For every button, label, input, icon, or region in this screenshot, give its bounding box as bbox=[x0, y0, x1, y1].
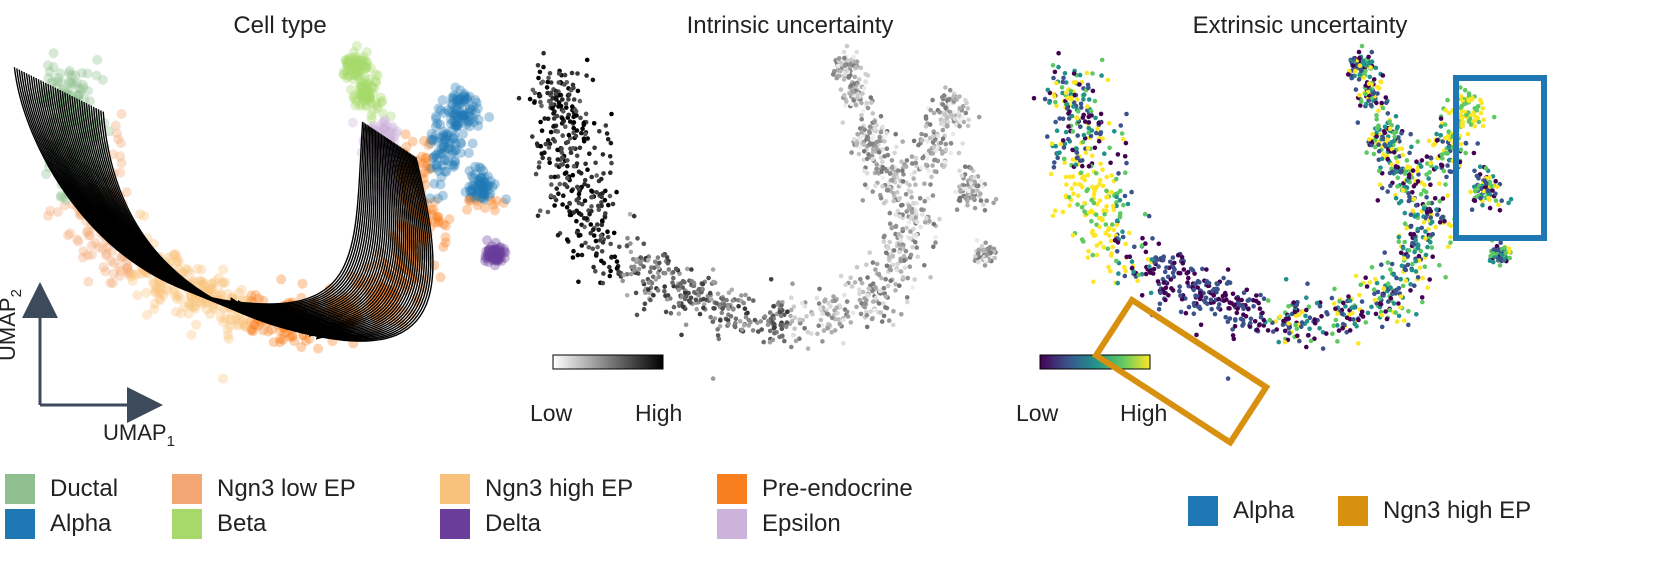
legend-swatch bbox=[717, 474, 747, 504]
legend-swatch bbox=[172, 474, 202, 504]
legend-label: Ngn3 high EP bbox=[485, 475, 634, 502]
umap-x-label: UMAP1 bbox=[103, 420, 175, 450]
legend-swatch bbox=[717, 509, 747, 539]
velocity-streamlines bbox=[13, 67, 434, 342]
intrinsic-colorbar bbox=[552, 354, 664, 370]
legend-item-ngn3-high-ep: Ngn3 high EP bbox=[440, 474, 633, 504]
legend-label: Epsilon bbox=[762, 510, 841, 537]
legend-swatch bbox=[172, 509, 202, 539]
legend-swatch bbox=[1188, 496, 1218, 526]
highlight-legend-alpha: Alpha bbox=[1188, 496, 1294, 526]
legend-label: Ductal bbox=[50, 475, 119, 502]
legend-label: Pre-endocrine bbox=[762, 475, 913, 502]
legend-swatch bbox=[5, 474, 35, 504]
alpha-highlight-box bbox=[1453, 75, 1547, 241]
legend-swatch bbox=[440, 474, 470, 504]
legend-label: Ngn3 low EP bbox=[217, 475, 356, 502]
cell-type-title: Cell type bbox=[233, 12, 327, 39]
intrinsic-colorbar-low-label: Low bbox=[530, 400, 573, 426]
legend-label: Alpha bbox=[1233, 497, 1295, 524]
legend-label: Alpha bbox=[50, 510, 112, 537]
legend-item-pre-endocrine: Pre-endocrine bbox=[717, 474, 913, 504]
extrinsic-colorbar-low-label: Low bbox=[1016, 400, 1059, 426]
legend-swatch bbox=[1338, 496, 1368, 526]
legend-label: Beta bbox=[217, 510, 267, 537]
legend-item-beta: Beta bbox=[172, 509, 266, 539]
ngn3-high-ep-highlight-box bbox=[1091, 295, 1271, 447]
legend-item-ductal: Ductal bbox=[5, 474, 118, 504]
highlight-legend-ngn3-high-ep: Ngn3 high EP bbox=[1338, 496, 1531, 526]
umap-figure bbox=[13, 41, 1547, 447]
legend-item-alpha: Alpha bbox=[5, 509, 111, 539]
legend-label: Delta bbox=[485, 510, 542, 537]
extrinsic-uncertainty-scatter bbox=[1031, 43, 1514, 381]
legend-swatch bbox=[440, 509, 470, 539]
extrinsic-uncertainty-title: Extrinsic uncertainty bbox=[1192, 12, 1408, 39]
intrinsic-colorbar-high-label: High bbox=[635, 400, 683, 426]
legend-item-ngn3-low-ep: Ngn3 low EP bbox=[172, 474, 356, 504]
extrinsic-colorbar-high-label: High bbox=[1120, 400, 1168, 426]
legend-swatch bbox=[5, 509, 35, 539]
intrinsic-uncertainty-title: Intrinsic uncertainty bbox=[686, 12, 894, 39]
legend-item-delta: Delta bbox=[440, 509, 541, 539]
umap-axes bbox=[22, 282, 163, 423]
intrinsic-uncertainty-scatter bbox=[516, 43, 999, 381]
legend-item-epsilon: Epsilon bbox=[717, 509, 841, 539]
legend-label: Ngn3 high EP bbox=[1383, 497, 1532, 524]
umap-y-label: UMAP2 bbox=[0, 289, 25, 361]
